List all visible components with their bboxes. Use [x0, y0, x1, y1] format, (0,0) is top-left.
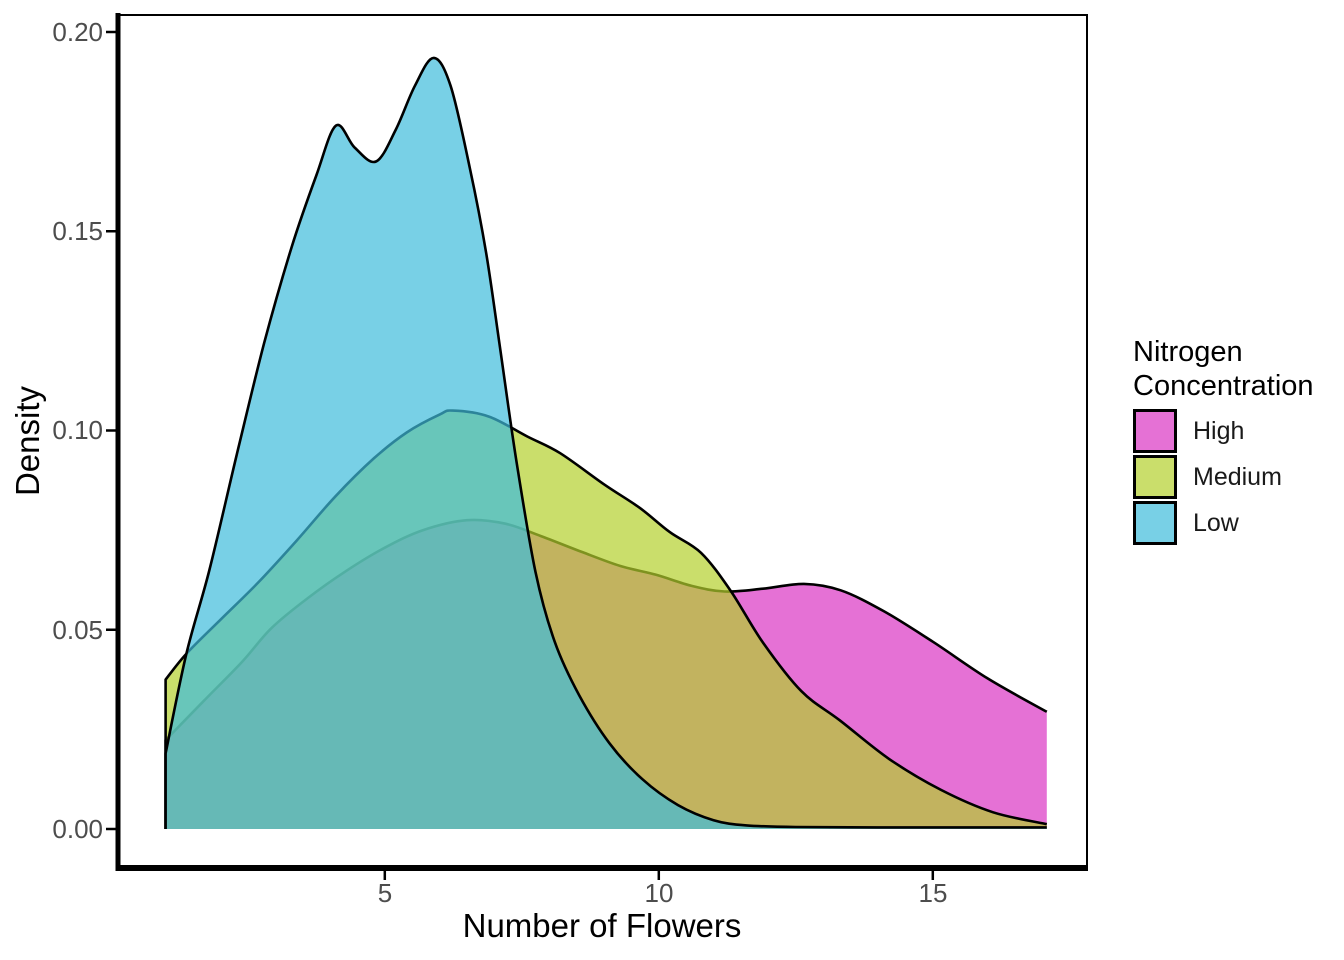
y-axis-title: Density	[9, 385, 46, 497]
legend-key-low	[1133, 501, 1177, 545]
y-tick-label: 0.10	[52, 415, 103, 445]
y-tick-label: 0.05	[52, 615, 103, 645]
y-tick-label: 0.15	[52, 216, 103, 246]
x-tick-label: 5	[377, 878, 393, 908]
legend-swatch-medium	[1136, 458, 1174, 496]
legend-label-low: Low	[1193, 509, 1239, 537]
legend-title-line-2: Concentration	[1133, 370, 1314, 402]
y-tick-label: 0.00	[52, 814, 103, 844]
y-tick-label: 0.20	[52, 17, 103, 47]
density-curve-low	[164, 56, 1047, 829]
legend-label-medium: Medium	[1193, 463, 1282, 491]
legend-key-high	[1133, 409, 1177, 453]
legend-label-high: High	[1193, 417, 1245, 445]
density-area-low	[165, 57, 1047, 829]
legend-title-line-1: Nitrogen	[1133, 336, 1243, 368]
legend-swatch-high	[1136, 412, 1174, 450]
legend: Nitrogen Concentration High Medium Low	[1133, 335, 1344, 545]
x-axis-title: Number of Flowers	[462, 907, 742, 944]
legend-key-medium	[1133, 455, 1177, 499]
x-tick-label: 15	[918, 878, 948, 908]
x-tick-label: 10	[644, 878, 674, 908]
legend-swatch-low	[1136, 504, 1174, 542]
